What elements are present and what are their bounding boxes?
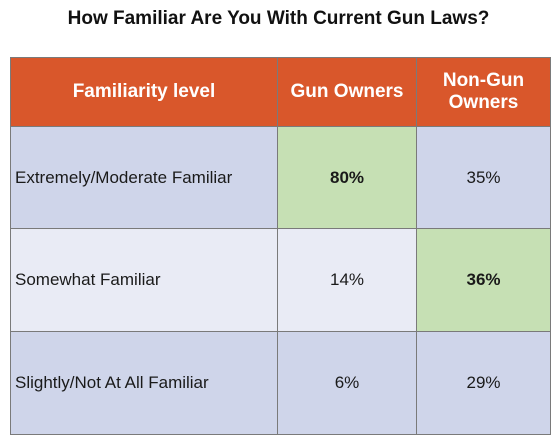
table-row: Somewhat Familiar 14% 36% — [10, 228, 551, 332]
cell-gun-owners-somewhat: 14% — [277, 228, 417, 332]
familiarity-table: Familiarity level Gun Owners Non-Gun Own… — [10, 57, 551, 435]
table-row: Extremely/Moderate Familiar 80% 35% — [10, 126, 551, 229]
row-label-somewhat: Somewhat Familiar — [10, 228, 278, 332]
cell-non-gun-owners-slightly-not-at-all: 29% — [416, 331, 551, 435]
chart-title: How Familiar Are You With Current Gun La… — [67, 8, 490, 29]
row-label-slightly-not-at-all: Slightly/Not At All Familiar — [10, 331, 278, 435]
table-row: Slightly/Not At All Familiar 6% 29% — [10, 331, 551, 435]
row-label-extremely-moderate: Extremely/Moderate Familiar — [10, 126, 278, 229]
cell-gun-owners-extremely-moderate: 80% — [277, 126, 417, 229]
header-non-gun-owners: Non-Gun Owners — [416, 57, 551, 127]
cell-non-gun-owners-somewhat: 36% — [416, 228, 551, 332]
header-gun-owners: Gun Owners — [277, 57, 417, 127]
table-header-row: Familiarity level Gun Owners Non-Gun Own… — [10, 57, 551, 127]
cell-non-gun-owners-extremely-moderate: 35% — [416, 126, 551, 229]
header-familiarity-level: Familiarity level — [10, 57, 278, 127]
cell-gun-owners-slightly-not-at-all: 6% — [277, 331, 417, 435]
